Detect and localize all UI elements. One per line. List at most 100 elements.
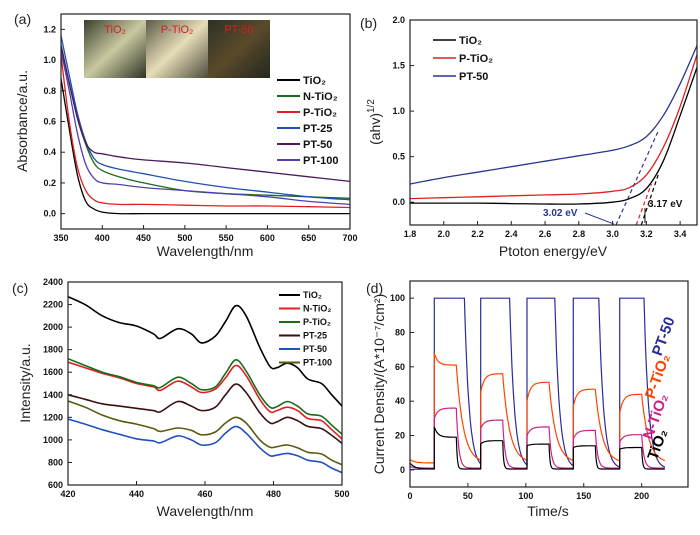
- panel-label: (b): [360, 15, 377, 31]
- y-tick-label: 0.8: [43, 86, 56, 96]
- legend-label: PT-100: [303, 358, 332, 368]
- y-axis-label: Current Density/(A*10⁻⁷/cm²): [371, 294, 387, 475]
- sample-photo: [84, 20, 146, 78]
- series-group: [61, 35, 350, 215]
- legend-label: PT-50: [303, 139, 332, 151]
- sample-photo: [146, 20, 208, 78]
- y-axis-label: Intensity/a.u.: [17, 343, 33, 422]
- x-tick-label: 450: [136, 233, 151, 243]
- series-line-TiO-: [61, 78, 350, 215]
- series-line-N-TiO-: [68, 361, 342, 440]
- series-group: [410, 297, 666, 471]
- legend-label: N-TiO₂: [303, 304, 331, 314]
- chart-panel-c: (c) 420 440 460 480 500 600 800 1000 1200 1400 1600…: [12, 277, 350, 519]
- y-axis-label-text: (ahv): [367, 113, 383, 145]
- series-line-TiO-: [410, 67, 697, 205]
- y-tick-label: 0.6: [43, 117, 56, 127]
- y-tick-label: 1400: [43, 390, 63, 400]
- sample-photo-label: TiO₂: [104, 24, 126, 36]
- x-tick-label: 500: [334, 489, 349, 499]
- y-tick-label: 1.0: [43, 55, 56, 65]
- series-line-P-TiO-: [410, 54, 697, 200]
- x-tick-label: 0: [407, 491, 412, 501]
- series-line-PT-25: [68, 383, 342, 444]
- annotation-label: 3.17 eV: [648, 199, 683, 210]
- legend-label: TiO₂: [303, 75, 326, 87]
- y-axis-label: Absorbance/a.u.: [14, 70, 30, 172]
- series-line-TiO-: [410, 426, 665, 470]
- x-tick-label: 480: [266, 489, 281, 499]
- y-tick-label: 2200: [43, 300, 63, 310]
- y-tick-label: 2000: [43, 322, 63, 332]
- inset-photo: TiO₂ P-TiO₂ PT-50: [84, 20, 270, 78]
- series-line-PT-50: [410, 297, 666, 471]
- y-tick-label: 800: [48, 457, 63, 467]
- legend-label: P-TiO₂: [459, 53, 493, 65]
- series-line-N-TiO-: [410, 407, 665, 469]
- x-tick-label: 400: [95, 233, 110, 243]
- x-axis-label: Ptoton energy/eV: [499, 243, 608, 259]
- x-tick-label: 460: [197, 489, 212, 499]
- x-tick-label: 700: [342, 233, 357, 243]
- series-line-PT-50: [410, 45, 697, 185]
- x-tick-label: 550: [219, 233, 234, 243]
- chart-panel-a: (a) 350 400 450 500 550 600 650 700 0.0 0.2 0.4 0.6 0…: [14, 11, 358, 259]
- y-tick-label: 1.5: [392, 61, 405, 71]
- y-tick-label: 0.0: [392, 197, 405, 207]
- series-label: PT-50: [649, 315, 679, 358]
- sample-photo: [208, 20, 270, 78]
- y-tick-label: 1600: [43, 367, 63, 377]
- x-tick-label: 420: [60, 489, 75, 499]
- x-tick-label: 350: [53, 233, 68, 243]
- y-tick-label: 600: [48, 480, 63, 490]
- series-group: [68, 295, 342, 474]
- x-tick-label: 2.0: [438, 229, 451, 239]
- series-line-PT-50: [68, 418, 342, 474]
- y-axis-label-text: Intensity/a.u.: [17, 343, 33, 422]
- x-tick-label: 650: [301, 233, 316, 243]
- series-line-PT-100: [61, 50, 350, 206]
- x-tick-label: 3.0: [606, 229, 619, 239]
- plot-frame: [409, 280, 689, 488]
- y-tick-label: 100: [390, 293, 405, 303]
- y-tick-label: 20: [395, 431, 405, 441]
- annotation-label: 3.02 eV: [543, 208, 578, 219]
- legend-label: PT-100: [303, 155, 338, 167]
- legend-label: PT-50: [303, 344, 327, 354]
- series-line-P-TiO-: [410, 352, 666, 464]
- y-tick-label: 60: [395, 362, 405, 372]
- y-tick-label: 1800: [43, 345, 63, 355]
- panel-label: (d): [366, 280, 383, 296]
- series-line-PT-50: [61, 44, 350, 183]
- x-tick-label: 1.8: [404, 229, 417, 239]
- x-axis-label: Wavelength/nm: [157, 503, 254, 519]
- y-tick-label: 1000: [43, 435, 63, 445]
- x-tick-label: 150: [576, 491, 591, 501]
- chart-panel-d: (d) 0 50 100 150 200 0 20 40 60 80 100 Time/s Current…: [366, 280, 689, 519]
- x-tick-label: 200: [634, 491, 649, 501]
- legend-label: P-TiO₂: [303, 317, 331, 327]
- x-tick-label: 440: [129, 489, 144, 499]
- series-group: [410, 45, 697, 225]
- x-axis-label: Time/s: [527, 503, 568, 519]
- x-tick-label: 3.4: [674, 229, 687, 239]
- x-tick-label: 2.6: [539, 229, 552, 239]
- y-tick-label: 0.4: [43, 147, 56, 157]
- x-tick-label: 600: [260, 233, 275, 243]
- plot-frame: [67, 281, 343, 486]
- plot-frame: [60, 13, 351, 230]
- y-axis-label-superscript: 1/2: [366, 99, 377, 113]
- y-axis-label-text: Current Density/(A*10⁻⁷/cm²): [371, 294, 387, 475]
- legend-label: TiO₂: [303, 290, 322, 300]
- legend-label: PT-50: [459, 71, 488, 83]
- y-axis-label: (ahv)1/2: [366, 99, 383, 145]
- x-tick-label: 3.2: [640, 229, 653, 239]
- y-tick-label: 1.0: [392, 106, 405, 116]
- y-axis-label-text: Absorbance/a.u.: [14, 70, 30, 172]
- legend-label: PT-25: [303, 331, 327, 341]
- series-line-PT-25: [61, 35, 350, 201]
- x-tick-label: 2.2: [471, 229, 484, 239]
- x-tick-label: 500: [177, 233, 192, 243]
- chart-panel-b: (b) 1.8 2.0 2.2 2.4 2.6 2.8 3.0 3.2 3.4 0.0 0.5 1.0 1…: [360, 15, 698, 259]
